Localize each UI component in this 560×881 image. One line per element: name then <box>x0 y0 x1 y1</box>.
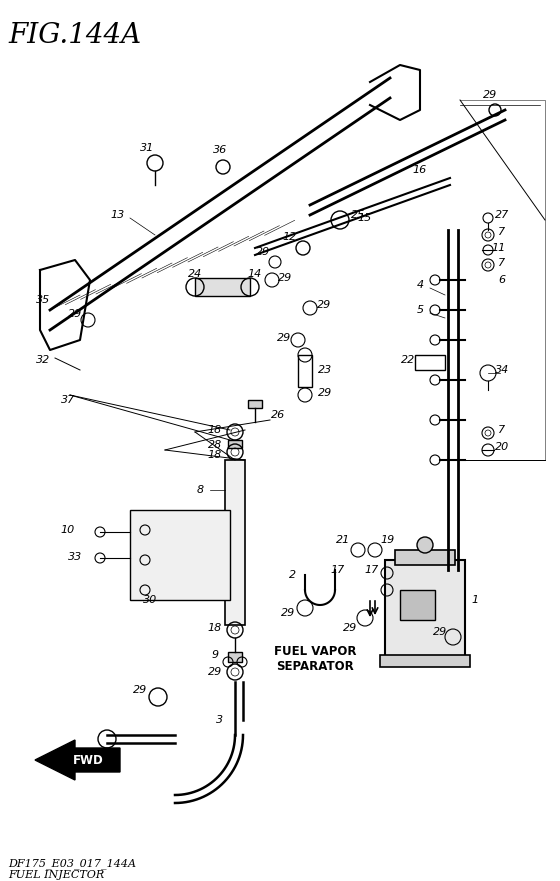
Text: 22: 22 <box>401 355 415 365</box>
Text: 29: 29 <box>343 623 357 633</box>
Text: 27: 27 <box>495 210 509 220</box>
Text: 36: 36 <box>213 145 227 155</box>
Text: FUEL INJECTOR: FUEL INJECTOR <box>8 870 104 880</box>
Text: 19: 19 <box>381 535 395 545</box>
Bar <box>225 460 245 625</box>
Text: 29: 29 <box>277 333 291 343</box>
Bar <box>298 355 312 387</box>
Text: 18: 18 <box>208 623 222 633</box>
Text: 6: 6 <box>498 275 506 285</box>
Text: 29: 29 <box>68 309 82 319</box>
Circle shape <box>417 537 433 553</box>
Bar <box>228 652 242 662</box>
Text: 7: 7 <box>498 425 506 435</box>
Text: 13: 13 <box>111 210 125 220</box>
Text: 7: 7 <box>498 258 506 268</box>
Text: 11: 11 <box>492 243 506 253</box>
Text: 9: 9 <box>212 650 218 660</box>
Text: 5: 5 <box>417 305 423 315</box>
Bar <box>385 560 465 660</box>
Text: 35: 35 <box>36 295 50 305</box>
Text: 4: 4 <box>417 280 423 290</box>
Text: 18: 18 <box>208 450 222 460</box>
Text: 10: 10 <box>61 525 75 535</box>
Text: 24: 24 <box>188 269 202 279</box>
Text: FUEL VAPOR
SEPARATOR: FUEL VAPOR SEPARATOR <box>274 645 356 673</box>
Text: 29: 29 <box>278 273 292 283</box>
Text: 1: 1 <box>472 595 479 605</box>
Text: 2: 2 <box>290 570 297 580</box>
Text: 29: 29 <box>318 388 332 398</box>
Text: 18: 18 <box>208 425 222 435</box>
Text: 17: 17 <box>365 565 379 575</box>
Text: 20: 20 <box>495 442 509 452</box>
Bar <box>130 510 230 600</box>
Text: 29: 29 <box>133 685 147 695</box>
Text: FWD: FWD <box>73 753 104 766</box>
Text: 29: 29 <box>317 300 331 310</box>
Text: 29: 29 <box>208 667 222 677</box>
Text: 32: 32 <box>36 355 50 365</box>
Bar <box>395 550 455 565</box>
Bar <box>195 278 250 296</box>
Text: 31: 31 <box>140 143 154 153</box>
Text: 29: 29 <box>256 247 270 257</box>
Bar <box>415 355 445 370</box>
Bar <box>400 590 435 620</box>
Text: 30: 30 <box>143 595 157 605</box>
Text: 23: 23 <box>318 365 332 375</box>
Text: 17: 17 <box>331 565 345 575</box>
Text: 21: 21 <box>336 535 350 545</box>
Bar <box>248 400 262 408</box>
Text: 25: 25 <box>351 210 365 220</box>
Text: DF175_E03_017_144A: DF175_E03_017_144A <box>8 858 136 869</box>
Text: 29: 29 <box>281 608 295 618</box>
Text: 14: 14 <box>248 269 262 279</box>
Text: 29: 29 <box>93 750 107 760</box>
Bar <box>228 440 242 448</box>
Text: 26: 26 <box>271 410 285 420</box>
Text: 3: 3 <box>216 715 223 725</box>
Text: 28: 28 <box>208 440 222 450</box>
Text: 37: 37 <box>61 395 75 405</box>
Text: 7: 7 <box>498 227 506 237</box>
Text: 33: 33 <box>68 552 82 562</box>
Text: 29: 29 <box>433 627 447 637</box>
Text: 34: 34 <box>495 365 509 375</box>
Text: 29: 29 <box>483 90 497 100</box>
Text: FIG.144A: FIG.144A <box>8 22 141 49</box>
Text: 8: 8 <box>197 485 204 495</box>
Text: 12: 12 <box>283 232 297 242</box>
Bar <box>380 655 470 667</box>
Polygon shape <box>35 740 120 780</box>
Text: 15: 15 <box>358 213 372 223</box>
Text: 16: 16 <box>413 165 427 175</box>
